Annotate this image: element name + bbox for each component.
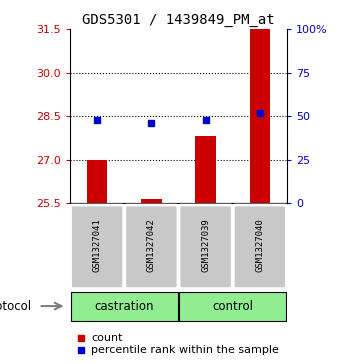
- Bar: [179, 292, 286, 322]
- Bar: [141, 199, 162, 203]
- Bar: [87, 160, 107, 203]
- Text: GSM1327039: GSM1327039: [201, 218, 210, 272]
- Text: GSM1327041: GSM1327041: [93, 218, 101, 272]
- FancyBboxPatch shape: [179, 205, 232, 289]
- Text: castration: castration: [94, 299, 154, 313]
- FancyBboxPatch shape: [71, 205, 124, 289]
- Text: percentile rank within the sample: percentile rank within the sample: [91, 345, 279, 355]
- Text: count: count: [91, 333, 122, 343]
- FancyBboxPatch shape: [125, 205, 178, 289]
- Text: protocol: protocol: [0, 299, 32, 313]
- Text: control: control: [212, 299, 253, 313]
- FancyBboxPatch shape: [233, 205, 286, 289]
- Bar: [71, 292, 178, 322]
- Bar: [195, 136, 216, 203]
- Text: GSM1327040: GSM1327040: [256, 218, 264, 272]
- Text: GSM1327042: GSM1327042: [147, 218, 156, 272]
- Bar: [250, 29, 270, 203]
- Title: GDS5301 / 1439849_PM_at: GDS5301 / 1439849_PM_at: [82, 13, 275, 26]
